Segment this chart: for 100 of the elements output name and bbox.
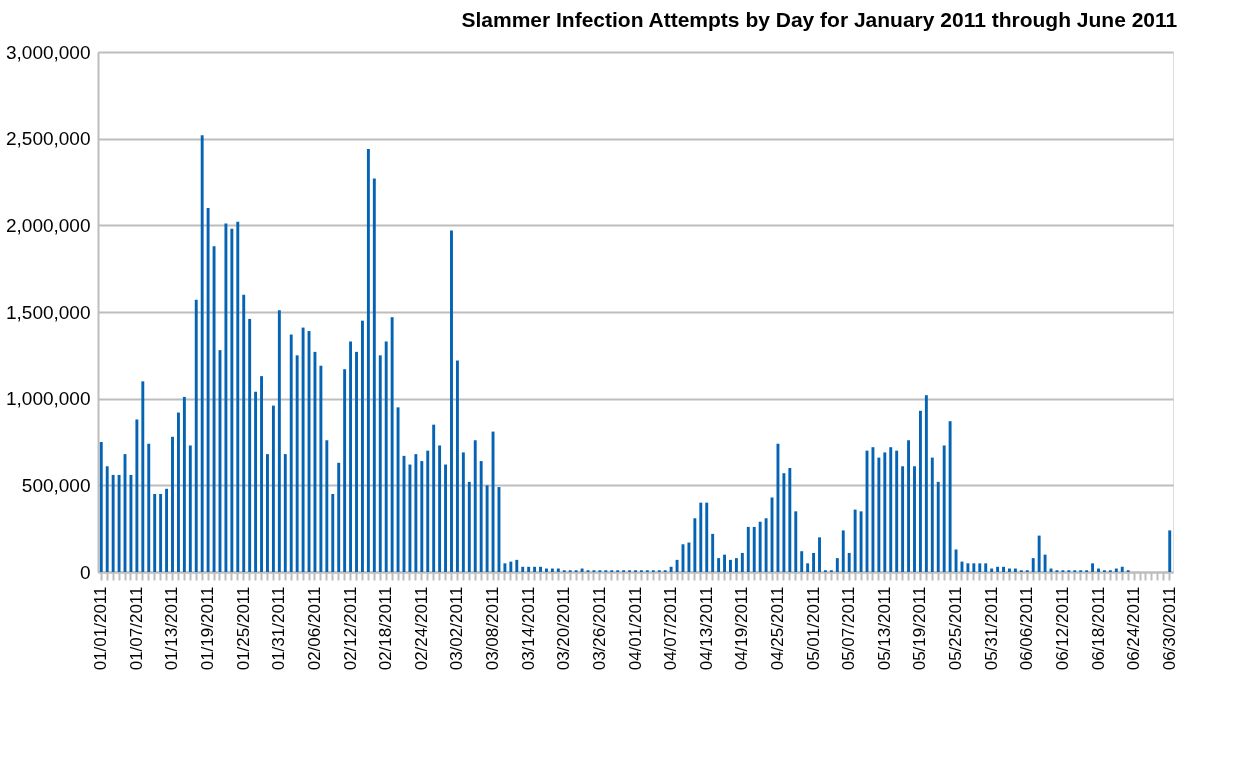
bar — [1002, 566, 1005, 572]
bar — [913, 466, 916, 572]
bar — [129, 474, 133, 572]
bar — [467, 481, 471, 572]
bar — [355, 351, 358, 572]
bar — [515, 559, 519, 572]
bar — [248, 318, 252, 572]
bar — [194, 299, 198, 572]
bar — [853, 509, 857, 572]
bar — [188, 445, 192, 572]
bar — [390, 317, 394, 572]
bar — [372, 178, 376, 572]
bar — [420, 461, 424, 572]
bar — [527, 566, 531, 572]
bar — [135, 419, 139, 572]
bar — [782, 473, 786, 572]
bar — [325, 440, 329, 572]
bar — [521, 566, 525, 572]
x-tick-label: 04/01/2011 — [625, 586, 645, 671]
bar — [533, 566, 537, 572]
bar — [444, 464, 447, 572]
x-tick-label: 04/19/2011 — [732, 586, 752, 671]
bar — [1013, 568, 1017, 572]
bar — [752, 526, 756, 572]
bar — [366, 149, 370, 572]
x-tick-label: 05/19/2011 — [910, 586, 930, 671]
x-tick-label: 03/02/2011 — [447, 586, 467, 671]
x-tick-label: 04/13/2011 — [696, 586, 716, 671]
bar — [111, 474, 115, 572]
bar — [432, 424, 436, 572]
bar — [176, 412, 180, 572]
bar — [871, 447, 875, 572]
x-tick-label: 03/08/2011 — [483, 586, 503, 671]
bar — [556, 568, 560, 572]
bar — [818, 537, 821, 572]
bar — [159, 494, 163, 572]
x-tick-label: 03/20/2011 — [554, 586, 574, 671]
bar — [545, 568, 548, 572]
bar — [1043, 554, 1047, 572]
bar — [206, 208, 210, 572]
bar — [806, 563, 810, 572]
x-tick-label: 05/01/2011 — [803, 586, 823, 671]
bar — [171, 436, 174, 572]
y-tick-label: 1,500,000 — [5, 301, 91, 323]
x-tick-label: 01/25/2011 — [233, 586, 253, 671]
bar — [942, 445, 946, 572]
x-tick-label: 04/07/2011 — [661, 586, 681, 671]
bar — [182, 396, 186, 572]
bar — [835, 558, 839, 572]
bar — [936, 481, 940, 572]
bar — [907, 440, 911, 572]
x-tick-label: 06/24/2011 — [1124, 586, 1144, 671]
bar — [254, 391, 258, 572]
bar — [455, 360, 459, 572]
bar — [788, 468, 792, 572]
bar — [426, 450, 430, 572]
bar — [841, 530, 845, 572]
y-tick-label: 2,500,000 — [5, 128, 91, 150]
y-tick-label: 500,000 — [21, 474, 91, 496]
bar — [693, 518, 697, 572]
bar — [705, 502, 709, 572]
bar — [260, 376, 263, 572]
bar — [360, 320, 364, 572]
bar — [758, 521, 762, 572]
x-tick-label: 05/13/2011 — [874, 586, 894, 671]
bar — [699, 502, 703, 572]
bar — [984, 563, 988, 572]
bar — [1114, 568, 1118, 572]
bar — [212, 246, 216, 572]
bar — [349, 341, 353, 572]
bar — [1091, 563, 1095, 572]
chart-title: Slammer Infection Attempts by Day for January 2011 through June 2011 — [461, 8, 1178, 31]
bar — [1031, 558, 1035, 572]
bar — [550, 568, 554, 572]
bar — [996, 566, 1000, 572]
bar — [729, 559, 732, 572]
bar — [236, 221, 240, 572]
bar — [242, 294, 246, 572]
bar — [990, 568, 994, 572]
bar — [889, 447, 893, 572]
bar — [408, 464, 412, 572]
bar — [289, 334, 293, 572]
bar — [503, 563, 507, 572]
bar — [883, 452, 887, 572]
bar — [1008, 568, 1011, 572]
bar — [378, 355, 382, 572]
x-tick-label: 06/12/2011 — [1052, 586, 1072, 671]
bar — [224, 223, 228, 572]
bar — [105, 466, 109, 572]
bar — [764, 518, 768, 572]
bar — [450, 230, 453, 572]
bar — [812, 552, 816, 572]
x-tick-label: 01/07/2011 — [126, 586, 146, 671]
bar — [734, 558, 738, 572]
x-tick-label: 03/26/2011 — [589, 586, 609, 671]
bar — [847, 552, 851, 572]
bar — [746, 526, 750, 572]
bar — [277, 310, 281, 572]
bar — [295, 355, 299, 572]
bar — [669, 566, 673, 572]
